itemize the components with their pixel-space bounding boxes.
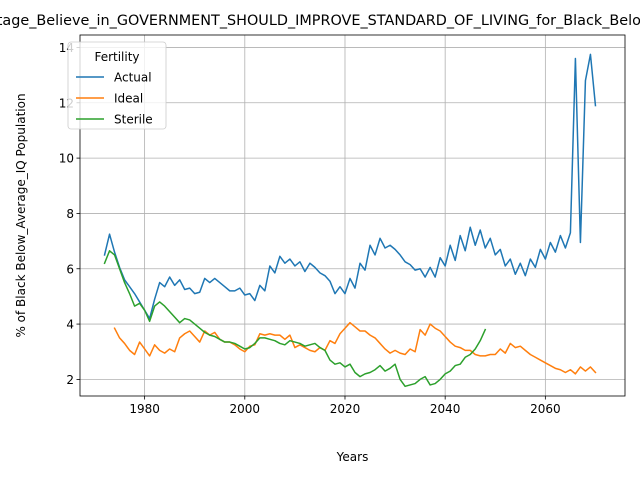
grid-lines: [80, 35, 625, 396]
legend-box: [67, 41, 167, 130]
x-tick-label: 2020: [330, 402, 361, 416]
x-tick-label: 2000: [230, 402, 261, 416]
chart-title: Percentage_Believe_in_GOVERNMENT_SHOULD_…: [0, 13, 640, 29]
series-layer: [103, 53, 597, 388]
legend-label-actual: Actual: [114, 71, 152, 85]
series-line-sterile: [103, 250, 487, 388]
x-tick-label: 2040: [430, 402, 461, 416]
legend-label-ideal: Ideal: [114, 92, 143, 106]
y-axis-label: % of Black Below_Average_IQ Population: [14, 93, 28, 337]
x-axis-label: Years: [336, 450, 369, 464]
y-tick-label: 8: [66, 207, 74, 221]
series-line-actual: [103, 53, 597, 320]
plot-area-frame: [79, 34, 626, 397]
x-tick-label: 1980: [129, 402, 160, 416]
y-tick-label: 6: [66, 262, 74, 276]
legend-label-sterile: Sterile: [114, 113, 153, 127]
legend-title: Fertility: [94, 50, 139, 64]
legend: Fertility Actual Ideal Sterile: [67, 41, 167, 130]
legend-items: Actual Ideal Sterile: [76, 71, 153, 127]
y-tick-label: 2: [66, 373, 74, 387]
x-axis-ticks: 1980 2000 2020 2040 2060: [129, 396, 561, 416]
y-tick-label: 4: [66, 318, 74, 332]
x-tick-label: 2060: [530, 402, 561, 416]
series-line-ideal: [113, 321, 597, 375]
y-tick-label: 10: [59, 152, 74, 166]
